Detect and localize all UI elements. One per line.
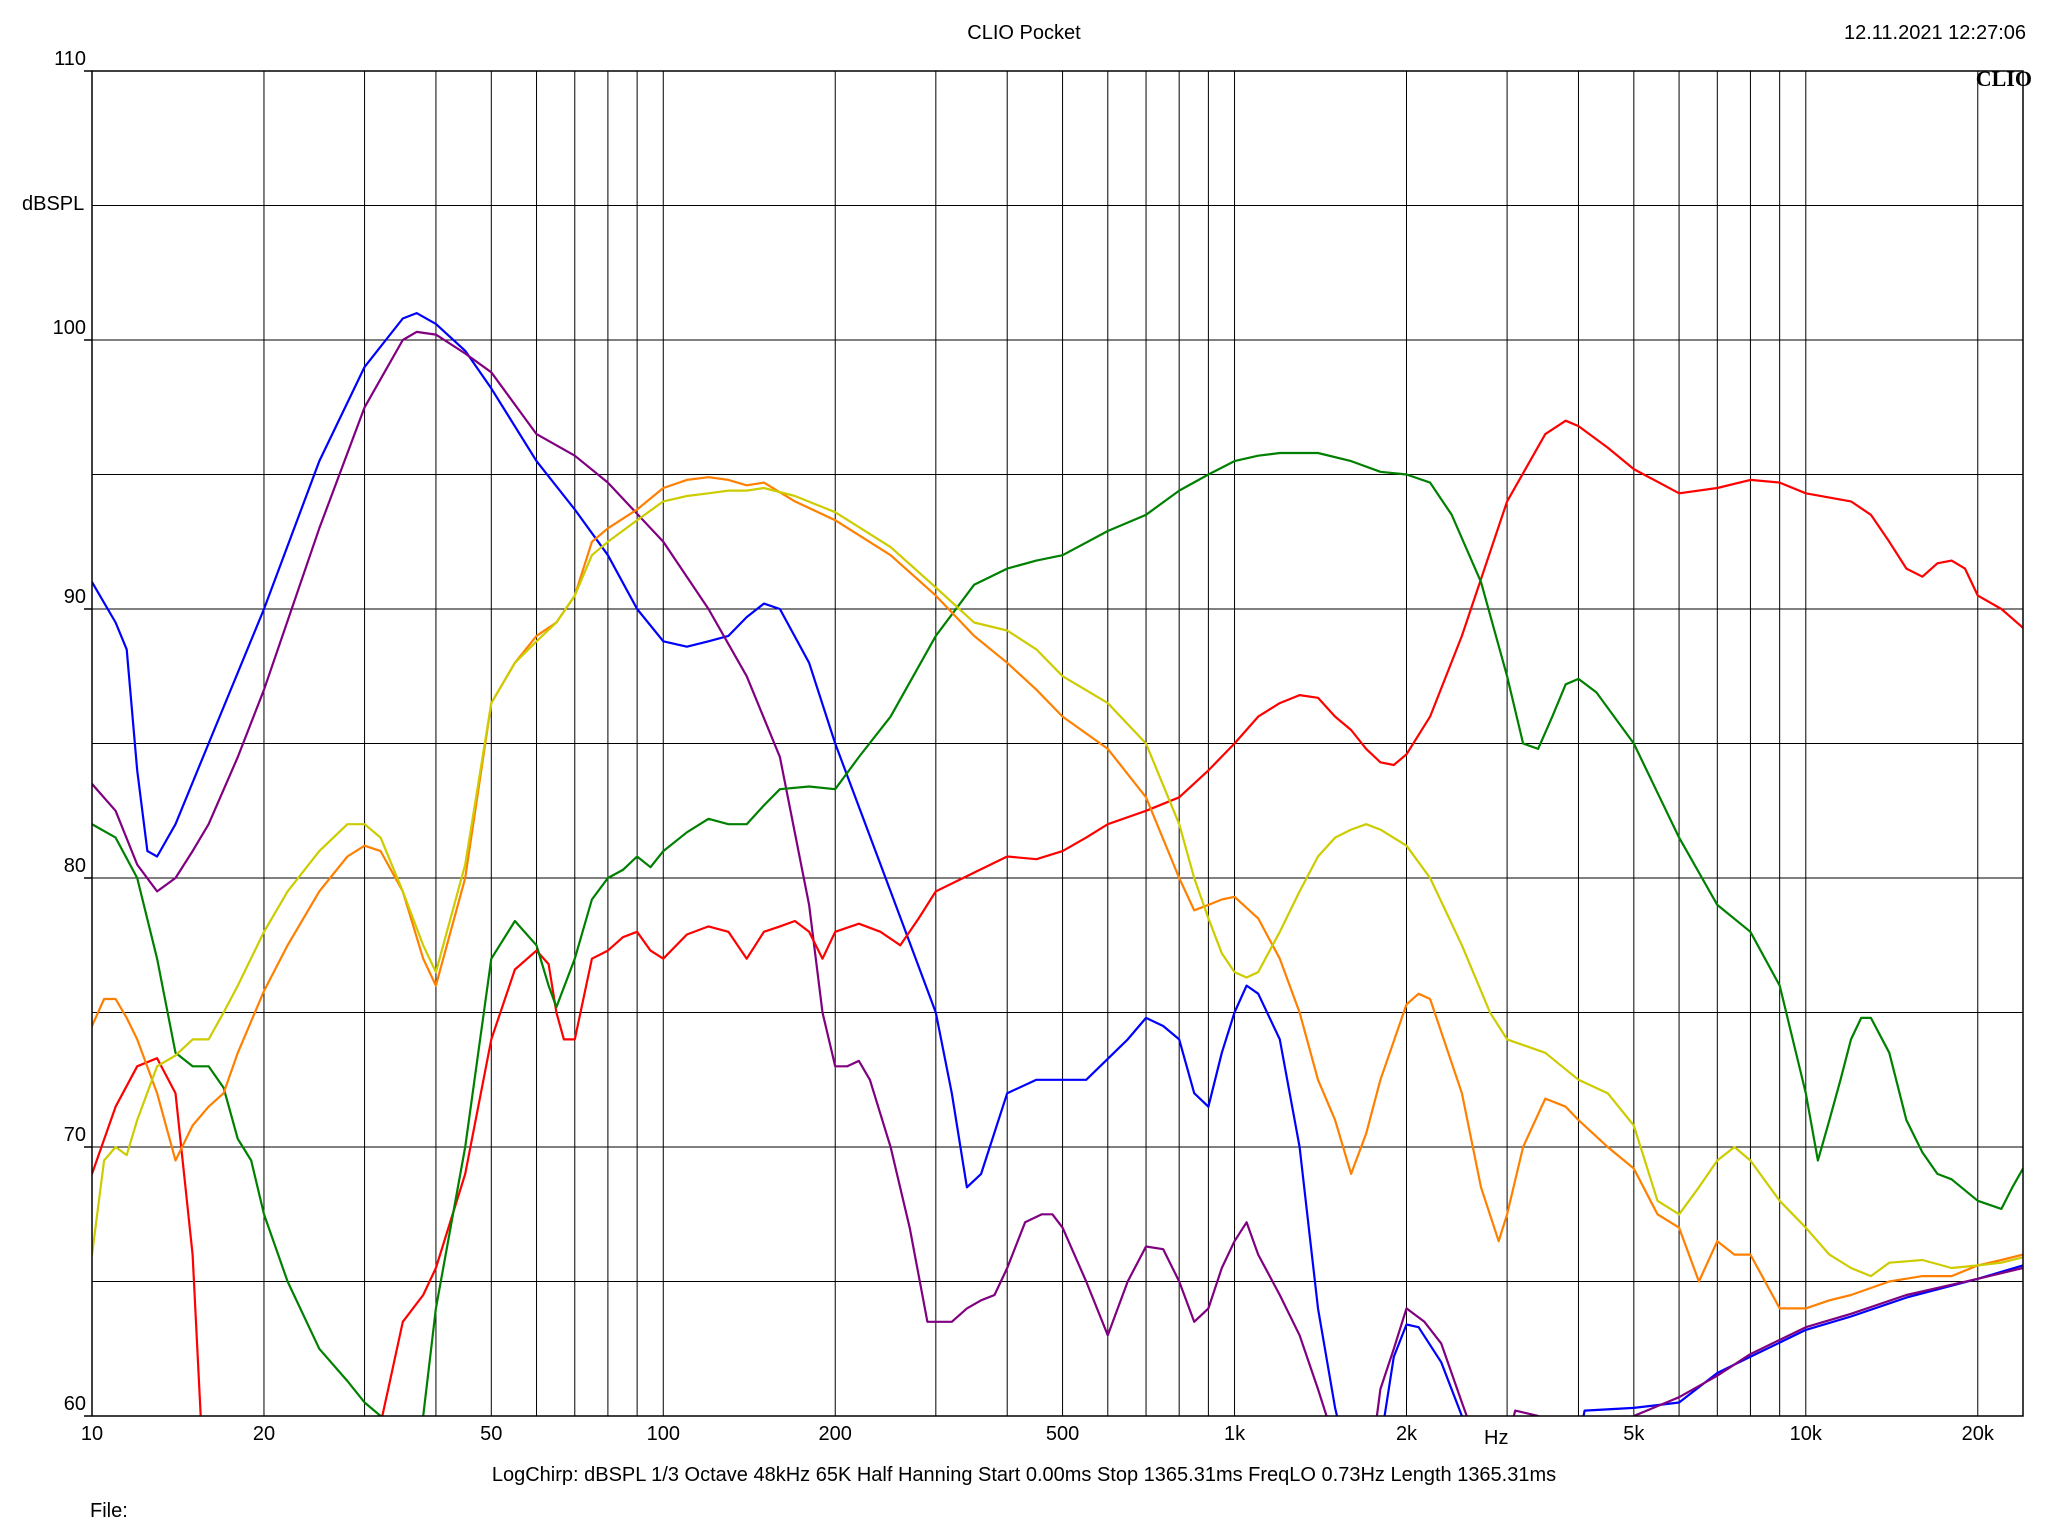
series-line-2 <box>92 330 2023 1416</box>
measurement-settings: LogChirp: dBSPL 1/3 Octave 48kHz 65K Hal… <box>491 1464 1557 1486</box>
x-tick-label: 20k <box>1962 1423 1995 1445</box>
y-tick-label: 100 <box>53 317 86 339</box>
y-tick-label: 90 <box>64 586 86 608</box>
series-line-5 <box>92 476 2023 1310</box>
clio-logo: CLIO <box>1975 66 2032 91</box>
x-tick-label: 5k <box>1623 1423 1645 1445</box>
chart-title: CLIO Pocket <box>967 22 1081 44</box>
y-tick-label: 60 <box>64 1393 86 1415</box>
x-tick-label: 50 <box>480 1423 502 1445</box>
series-line-1 <box>92 312 2023 1416</box>
x-tick-label: 1k <box>1224 1423 1246 1445</box>
plot-frame <box>91 70 2024 1417</box>
x-tick-label: 500 <box>1046 1423 1079 1445</box>
y-tick-label: 80 <box>64 855 86 877</box>
y-tick-label: 70 <box>64 1124 86 1146</box>
tick-labels: 60 70 80 90 100 110 10 20 50 100 200 500 1k 2k 5k 10k 20… <box>53 48 1995 1445</box>
series-line-3 <box>92 419 2023 1416</box>
x-tick-label: 100 <box>647 1423 680 1445</box>
x-tick-label: 2k <box>1396 1423 1418 1445</box>
file-label: File: <box>90 1500 128 1522</box>
series-group <box>92 312 2023 1416</box>
x-tick-label: 200 <box>819 1423 852 1445</box>
x-tick-label: 20 <box>253 1423 275 1445</box>
y-axis-label: dBSPL <box>22 193 85 215</box>
y-tick-label: 110 <box>54 48 86 70</box>
series-line-6 <box>92 486 2023 1278</box>
x-tick-label: 10k <box>1790 1423 1823 1445</box>
x-axis-unit-label: Hz <box>1484 1427 1509 1449</box>
timestamp: 12.11.2021 12:27:06 <box>1843 22 2026 44</box>
x-tick-label: 10 <box>81 1423 103 1445</box>
series-line-4 <box>92 451 2023 1416</box>
